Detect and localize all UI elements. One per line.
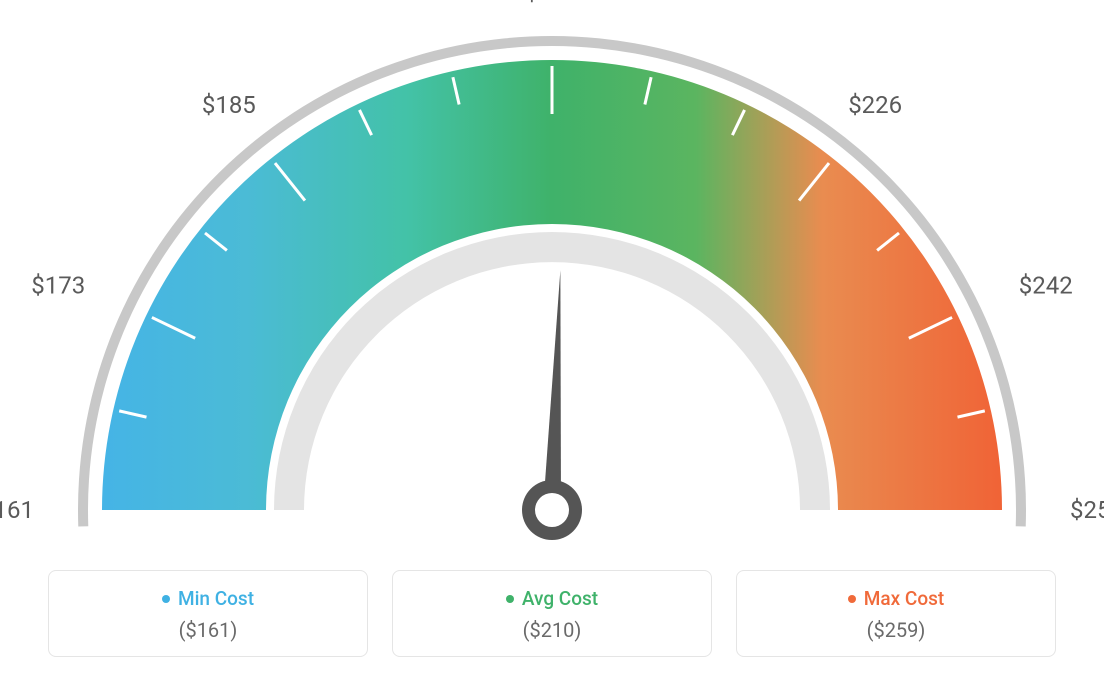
svg-text:$210: $210 [525, 0, 579, 6]
svg-text:$242: $242 [1019, 271, 1073, 299]
legend-label-min: Min Cost [162, 587, 254, 610]
legend-label-max: Max Cost [848, 587, 944, 610]
svg-text:$173: $173 [31, 271, 85, 299]
legend-card-min: Min Cost ($161) [48, 570, 368, 657]
svg-text:$226: $226 [848, 91, 902, 119]
gauge-chart: $161 $173 $185 $210 $226 $242 $259 [0, 0, 1104, 560]
svg-text:$161: $161 [0, 496, 34, 524]
legend-value-avg: ($210) [405, 618, 699, 642]
svg-text:$185: $185 [202, 91, 256, 119]
legend-value-max: ($259) [749, 618, 1043, 642]
legend-row: Min Cost ($161) Avg Cost ($210) Max Cost… [0, 570, 1104, 657]
gauge-svg: $161 $173 $185 $210 $226 $242 $259 [0, 0, 1104, 560]
legend-card-max: Max Cost ($259) [736, 570, 1056, 657]
svg-text:$259: $259 [1070, 496, 1104, 524]
legend-card-avg: Avg Cost ($210) [392, 570, 712, 657]
legend-label-avg: Avg Cost [506, 587, 598, 610]
legend-value-min: ($161) [61, 618, 355, 642]
